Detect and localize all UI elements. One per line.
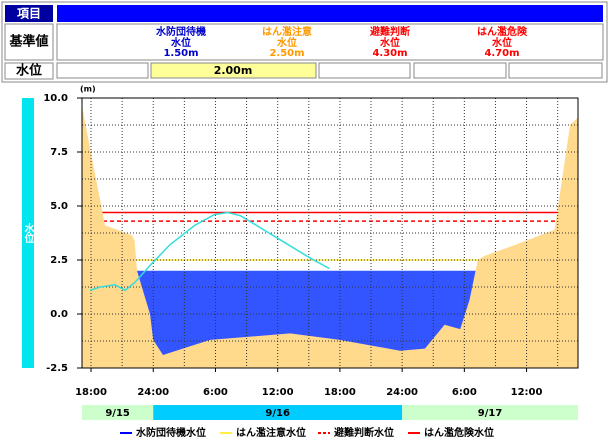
y-tick-label: -2.5 [46, 363, 68, 374]
level-value: 4.70m [484, 48, 519, 59]
unit-label: (m) [80, 85, 96, 94]
x-tick-label: 12:00 [262, 387, 294, 398]
y-tick-label: 5.0 [50, 201, 68, 212]
current-level-cell [150, 62, 317, 79]
x-tick-label: 24:00 [137, 387, 169, 398]
x-tick-label: 6:00 [203, 387, 228, 398]
legend-label: はん濫注意水位 [236, 426, 306, 439]
level-name: 避難判断 [369, 25, 410, 38]
legend-label: 水防団待機水位 [135, 426, 206, 439]
level-cell [413, 62, 507, 79]
standard-values [56, 23, 604, 61]
level-cell [4, 62, 54, 80]
level-cell [508, 62, 603, 79]
date-band [402, 405, 578, 420]
level-name: はん濫危険 [477, 25, 528, 38]
level-value: 2.50m [269, 48, 304, 59]
legend-label: 避難判断水位 [333, 426, 394, 439]
y-tick-label: 2.5 [50, 255, 68, 266]
item-cell [5, 5, 53, 22]
current-level: 2.00m [214, 64, 253, 77]
date-label: 9/16 [265, 408, 290, 419]
level-name: 水防団待機 [155, 25, 206, 38]
level-label: 水位 [16, 63, 42, 79]
x-tick-label: 18:00 [75, 387, 107, 398]
level-name: はん濫注意 [262, 25, 312, 38]
plot-border [81, 97, 579, 369]
y-tick-label: 7.5 [50, 147, 68, 158]
level-value: 4.30m [372, 48, 407, 59]
line [89, 211, 330, 292]
level-unit: 水位 [170, 36, 191, 49]
x-tick-label: 6:00 [452, 387, 477, 398]
x-tick-label: 12:00 [511, 387, 543, 398]
standard-label: 基準値 [8, 34, 48, 50]
level-cell [318, 62, 411, 79]
date-label: 9/15 [105, 408, 130, 419]
level-unit: 水位 [491, 36, 512, 49]
level-unit: 水位 [276, 36, 297, 49]
x-tick-label: 18:00 [324, 387, 356, 398]
date-label: 9/17 [478, 408, 503, 419]
item-bar [57, 5, 603, 22]
date-band [153, 405, 403, 420]
standard-cell [4, 23, 54, 61]
y-axis-label: 水位 [22, 222, 35, 244]
y-tick-label: 10.0 [43, 93, 68, 104]
date-band [82, 405, 154, 420]
level-cell [56, 62, 149, 79]
level-unit: 水位 [379, 36, 400, 49]
x-tick-label: 24:00 [386, 387, 418, 398]
y-axis-band [22, 98, 34, 368]
legend-label: はん濫危険水位 [424, 426, 494, 439]
level-value: 1.50m [163, 48, 198, 59]
item-label: 項目 [17, 7, 41, 21]
y-tick-label: 0.0 [50, 309, 68, 320]
area [82, 106, 578, 368]
